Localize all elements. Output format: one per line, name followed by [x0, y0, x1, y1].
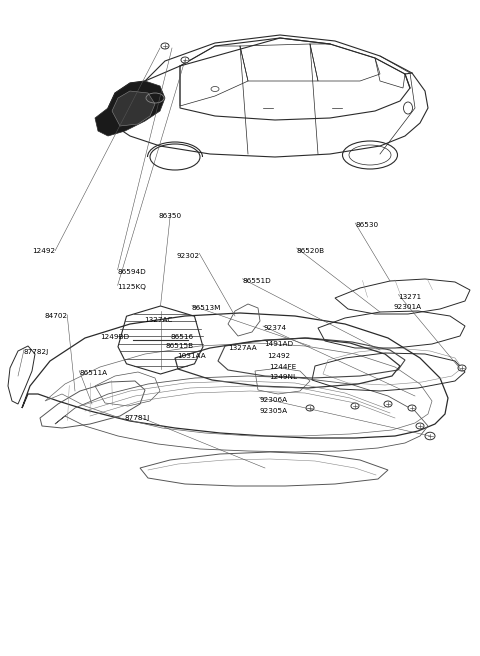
- Text: 86350: 86350: [159, 213, 182, 220]
- Text: 1125KQ: 1125KQ: [118, 284, 146, 291]
- Text: 87781J: 87781J: [124, 415, 149, 421]
- Text: 86516: 86516: [170, 333, 193, 340]
- Text: 1244FE: 1244FE: [269, 364, 296, 371]
- Polygon shape: [95, 81, 165, 136]
- Text: 87782J: 87782J: [24, 349, 49, 356]
- Text: 1249BD: 1249BD: [100, 333, 130, 340]
- Ellipse shape: [306, 405, 314, 411]
- Text: 86511A: 86511A: [79, 369, 108, 376]
- Ellipse shape: [161, 43, 169, 49]
- Text: 1327AC: 1327AC: [144, 317, 172, 323]
- Text: 86594D: 86594D: [118, 269, 146, 276]
- Polygon shape: [112, 91, 155, 126]
- Text: 86513M: 86513M: [192, 305, 221, 312]
- Text: 92302: 92302: [176, 253, 199, 259]
- Text: 1491AD: 1491AD: [264, 341, 293, 348]
- Ellipse shape: [458, 365, 466, 371]
- Text: 12492: 12492: [267, 352, 290, 359]
- Text: 86530: 86530: [355, 222, 378, 228]
- Text: 1327AA: 1327AA: [228, 344, 257, 351]
- Text: 84702: 84702: [44, 313, 67, 319]
- Text: 92305A: 92305A: [259, 407, 288, 414]
- Ellipse shape: [416, 423, 424, 429]
- Ellipse shape: [425, 432, 435, 440]
- Text: 1031AA: 1031AA: [178, 352, 206, 359]
- Text: 86520B: 86520B: [297, 247, 325, 254]
- Ellipse shape: [351, 403, 359, 409]
- Text: 92301A: 92301A: [394, 304, 422, 310]
- Text: 1249NL: 1249NL: [269, 374, 297, 380]
- Text: 92306A: 92306A: [259, 397, 288, 403]
- Ellipse shape: [181, 57, 189, 63]
- Ellipse shape: [408, 405, 416, 411]
- Text: 92374: 92374: [263, 325, 286, 331]
- Text: 12492: 12492: [32, 247, 55, 254]
- Text: 13271: 13271: [398, 293, 421, 300]
- Ellipse shape: [384, 401, 392, 407]
- Text: 86515B: 86515B: [166, 343, 194, 350]
- Text: 86551D: 86551D: [242, 277, 271, 284]
